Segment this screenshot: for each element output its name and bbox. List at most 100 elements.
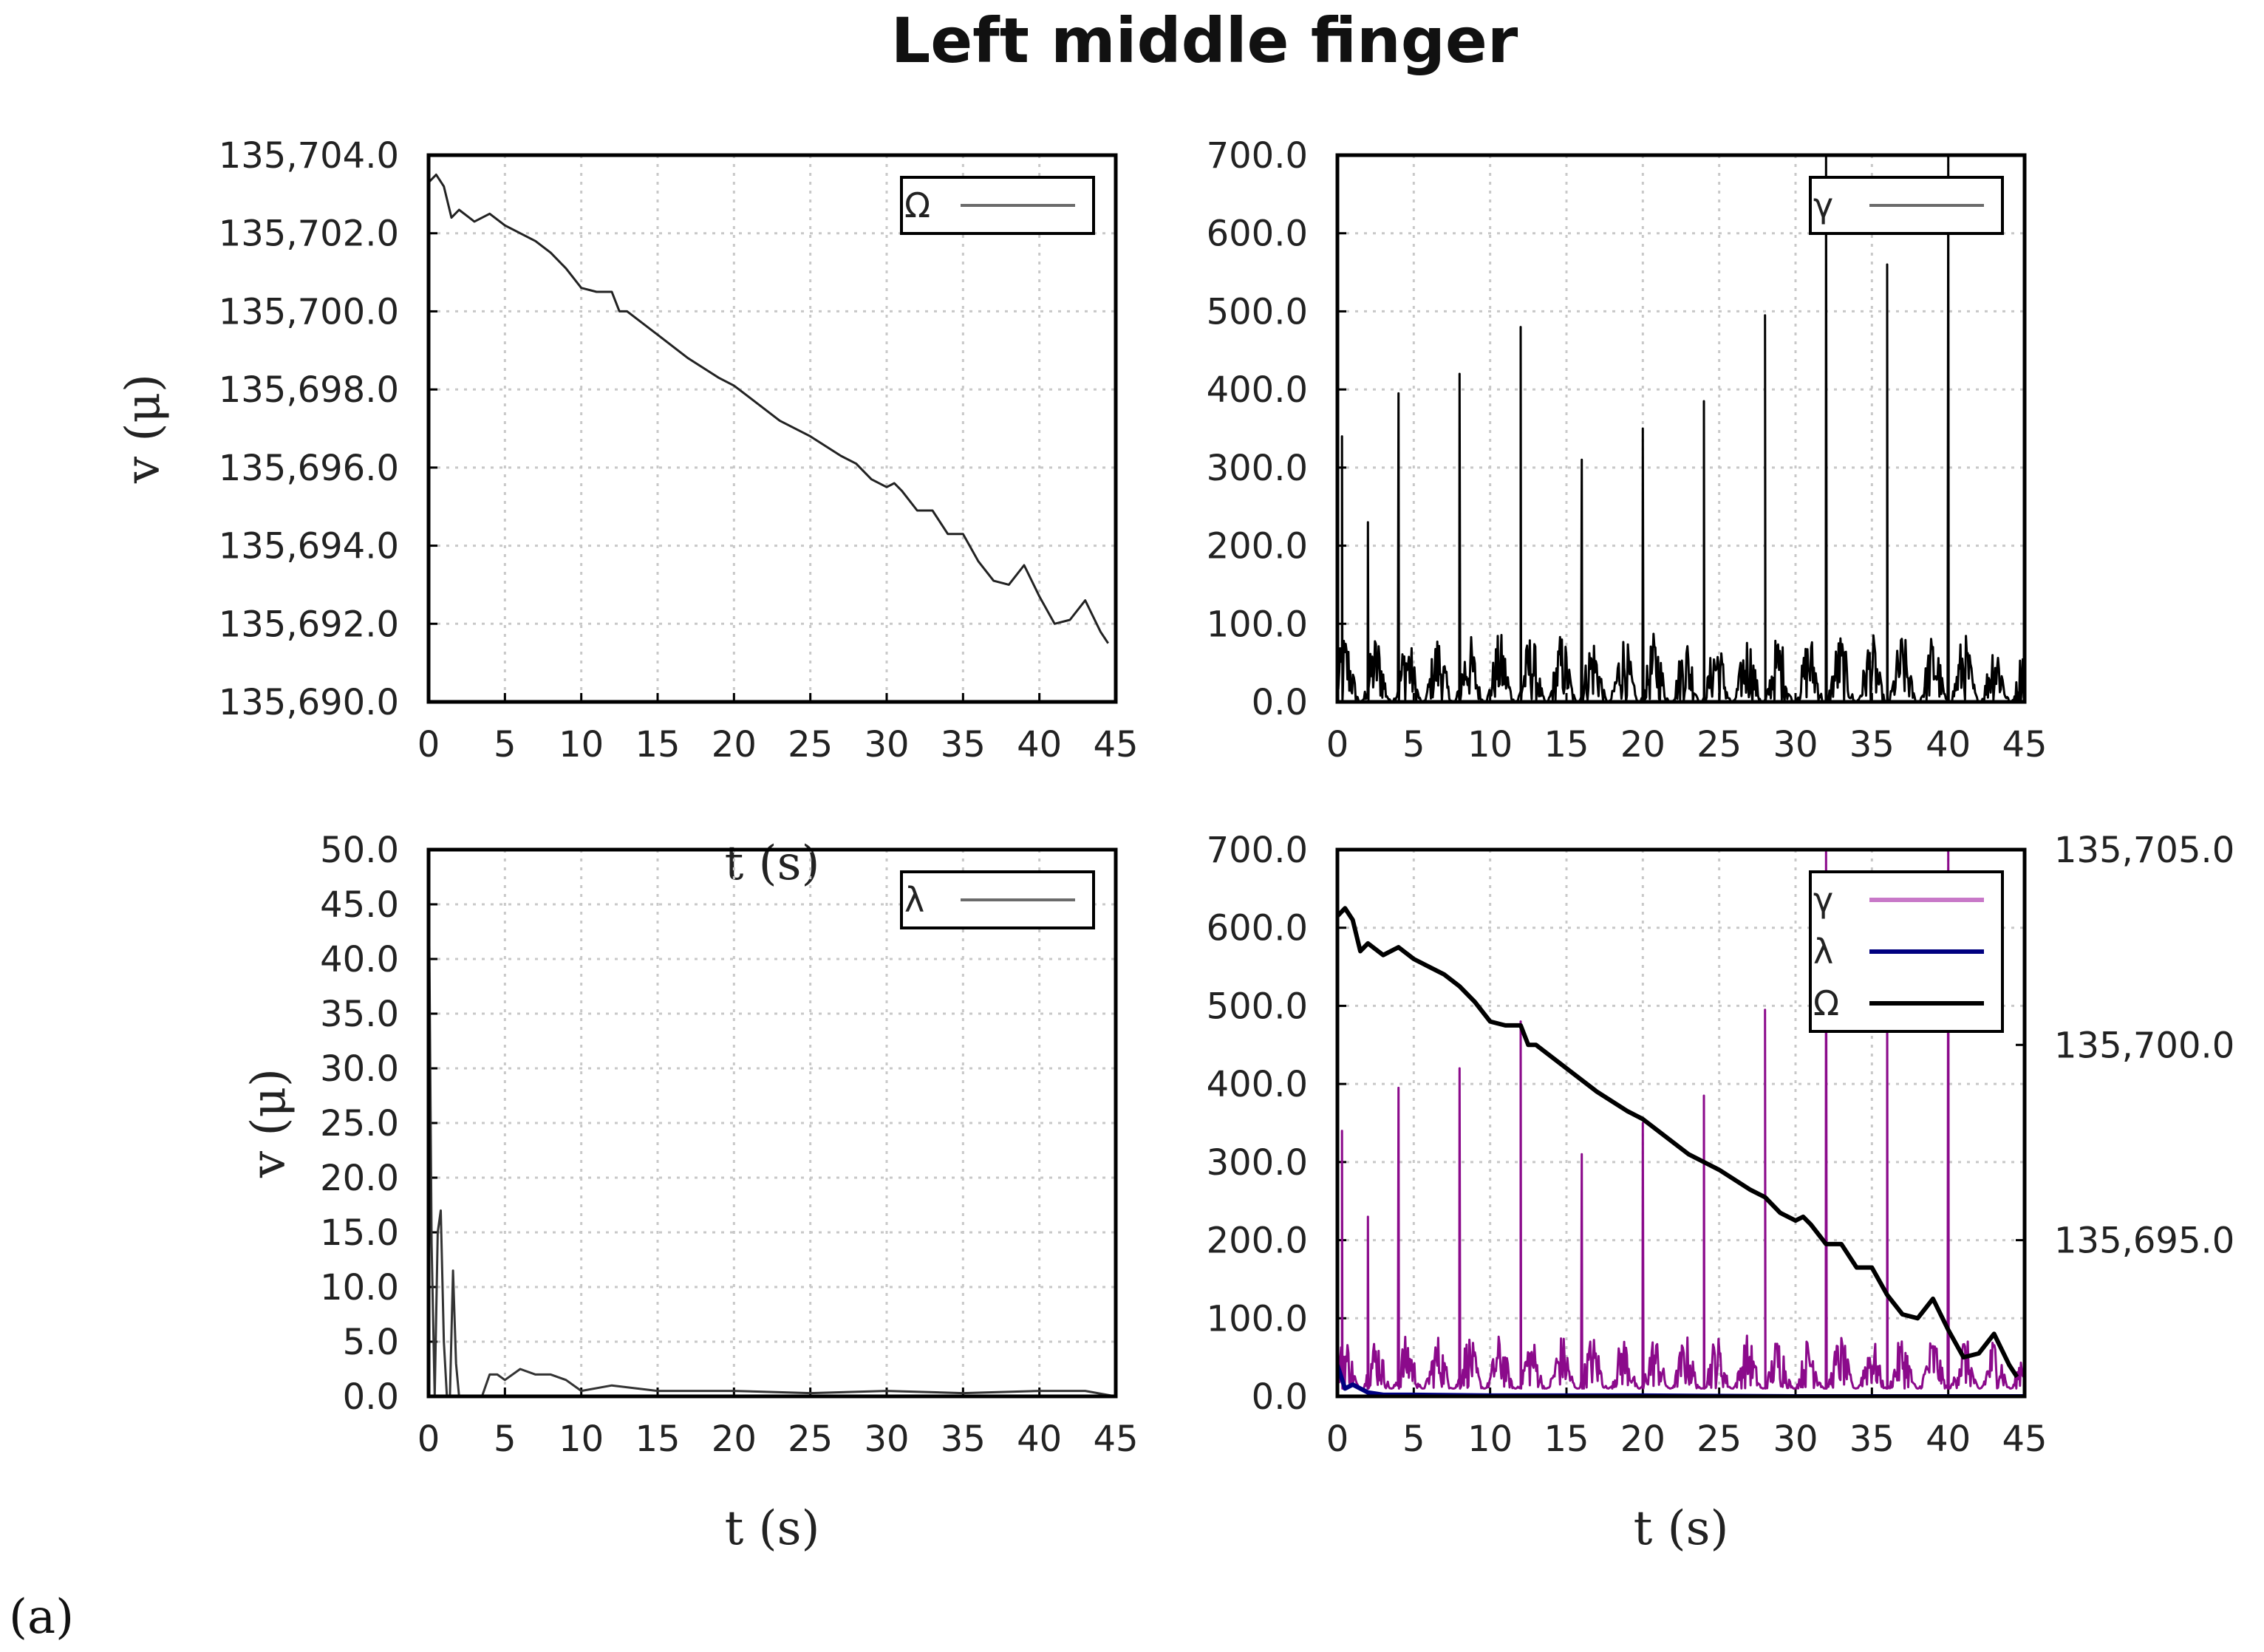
y-tick-label: 15.0 xyxy=(320,1212,399,1254)
x-tick-label: 40 xyxy=(1017,724,1062,765)
plot-frame xyxy=(1335,847,2027,1399)
y-tick-label: 135,696.0 xyxy=(219,448,399,489)
x-tick-label: 15 xyxy=(635,724,680,765)
x-tick-label: 40 xyxy=(1926,724,1971,765)
y-tick-label: 0.0 xyxy=(1252,682,1308,723)
x-tick-label: 20 xyxy=(1620,1419,1665,1460)
y-tick-label: 30.0 xyxy=(320,1048,399,1090)
x-tick-label: 25 xyxy=(1697,1419,1742,1460)
x-tick-label: 0 xyxy=(417,724,440,765)
y-tick-label: 0.0 xyxy=(1252,1376,1308,1418)
y-tick-label: 135,690.0 xyxy=(219,682,399,723)
y-tick-label: 135,698.0 xyxy=(219,369,399,411)
plot-area xyxy=(429,850,1116,1396)
y-tick-label: 135,700.0 xyxy=(219,291,399,332)
y-tick-label: 40.0 xyxy=(320,939,399,980)
y-tick-label: 20.0 xyxy=(320,1158,399,1199)
x-tick-label: 20 xyxy=(712,724,757,765)
legend: γ xyxy=(1809,176,2004,235)
x-tick-label: 10 xyxy=(559,724,604,765)
legend-label: λ xyxy=(904,880,924,920)
y-tick-label: 700.0 xyxy=(1207,830,1308,871)
x-tick-label: 5 xyxy=(494,724,516,765)
x-tick-label: 25 xyxy=(788,724,833,765)
y-tick-label: 135,702.0 xyxy=(219,214,399,255)
y-tick-label: 300.0 xyxy=(1207,1142,1308,1184)
x-tick-label: 45 xyxy=(1093,1419,1138,1460)
y-axis-label: v (μ) xyxy=(242,1068,296,1178)
x-tick-label: 10 xyxy=(1467,724,1513,765)
x-tick-label: 5 xyxy=(1402,1419,1425,1460)
x-tick-label: 0 xyxy=(1326,1419,1349,1460)
x-axis-label: t (s) xyxy=(1634,1501,1729,1556)
y-tick-label: 45.0 xyxy=(320,884,399,926)
x-tick-label: 45 xyxy=(2002,724,2047,765)
plot-frame xyxy=(426,153,1118,704)
y-tick-label: 50.0 xyxy=(320,830,399,871)
x-tick-label: 0 xyxy=(1326,724,1349,765)
y-tick-label: 25.0 xyxy=(320,1103,399,1144)
y2-tick-label: 135,705.0 xyxy=(2054,830,2234,871)
x-tick-label: 25 xyxy=(1697,724,1742,765)
plot-area xyxy=(429,173,1109,644)
x-tick-label: 10 xyxy=(1467,1419,1513,1460)
legend-label: Ω xyxy=(904,185,930,225)
y-tick-label: 135,692.0 xyxy=(219,604,399,645)
legend: λ xyxy=(900,870,1095,929)
chart-bottom-right: 0 5 10 15 20 25 30 35 40 45 0.0 100.0 200.0 300.0 400.… xyxy=(1207,830,2235,1556)
legend: γλΩ xyxy=(1809,870,2004,1033)
y-tick-label: 300.0 xyxy=(1207,448,1308,489)
x-tick-label: 30 xyxy=(864,724,909,765)
y-tick-label: 600.0 xyxy=(1207,214,1308,255)
x-tick-label: 5 xyxy=(1402,724,1425,765)
y-tick-label: 200.0 xyxy=(1207,1221,1308,1262)
y-tick-label: 600.0 xyxy=(1207,908,1308,949)
x-tick-label: 30 xyxy=(1773,724,1818,765)
legend-label: γ xyxy=(1813,185,1833,225)
y2-tick-label: 135,695.0 xyxy=(2054,1221,2234,1262)
y-tick-label: 400.0 xyxy=(1207,1064,1308,1105)
series-line-2 xyxy=(1337,906,2019,1379)
x-tick-label: 15 xyxy=(635,1419,680,1460)
x-tick-label: 35 xyxy=(941,1419,986,1460)
x-tick-label: 40 xyxy=(1017,1419,1062,1460)
plot-area xyxy=(1337,155,2025,702)
x-tick-label: 30 xyxy=(1773,1419,1818,1460)
series-line-0 xyxy=(1337,850,2025,1390)
y-tick-label: 400.0 xyxy=(1207,369,1308,411)
y-axis-label: v (μ) xyxy=(116,374,171,484)
x-tick-label: 15 xyxy=(1544,724,1589,765)
panel-tag: (a) xyxy=(9,1590,74,1645)
y-tick-label: 135,704.0 xyxy=(219,135,399,177)
y-tick-label: 700.0 xyxy=(1207,135,1308,177)
chart-top-right: 0 5 10 15 20 25 30 35 40 45 0.0 100.0 200.0 300.0 400.… xyxy=(1207,135,2048,765)
x-tick-label: 5 xyxy=(494,1419,516,1460)
series-line-0 xyxy=(429,173,1109,644)
chart-top-left: 0 5 10 15 20 25 30 35 40 45 135,690.0 135,692.0 135,… xyxy=(116,135,1139,891)
series-line-0 xyxy=(1337,155,2025,702)
legend-label: λ xyxy=(1813,932,1833,972)
y-tick-label: 135,694.0 xyxy=(219,526,399,567)
x-tick-label: 40 xyxy=(1926,1419,1971,1460)
x-tick-label: 20 xyxy=(1620,724,1665,765)
y-tick-label: 35.0 xyxy=(320,994,399,1035)
y-tick-label: 500.0 xyxy=(1207,986,1308,1027)
x-tick-label: 25 xyxy=(788,1419,833,1460)
y-tick-label: 200.0 xyxy=(1207,526,1308,567)
x-tick-label: 10 xyxy=(559,1419,604,1460)
x-tick-label: 45 xyxy=(2002,1419,2047,1460)
figure-title: Left middle finger xyxy=(891,4,1518,77)
x-tick-label: 35 xyxy=(1849,1419,1895,1460)
y-tick-label: 5.0 xyxy=(343,1322,399,1363)
x-tick-label: 0 xyxy=(417,1419,440,1460)
y-tick-label: 100.0 xyxy=(1207,1298,1308,1339)
x-tick-label: 35 xyxy=(941,724,986,765)
x-tick-label: 30 xyxy=(864,1419,909,1460)
legend: Ω xyxy=(900,176,1095,235)
x-axis-label: t (s) xyxy=(725,836,820,891)
chart-bottom-left: 0 5 10 15 20 25 30 35 40 45 0.0 5.0 10.0 15.0 20.0 25.0… xyxy=(242,830,1139,1556)
y-tick-label: 500.0 xyxy=(1207,291,1308,332)
x-tick-label: 35 xyxy=(1849,724,1895,765)
legend-label: γ xyxy=(1813,880,1833,920)
